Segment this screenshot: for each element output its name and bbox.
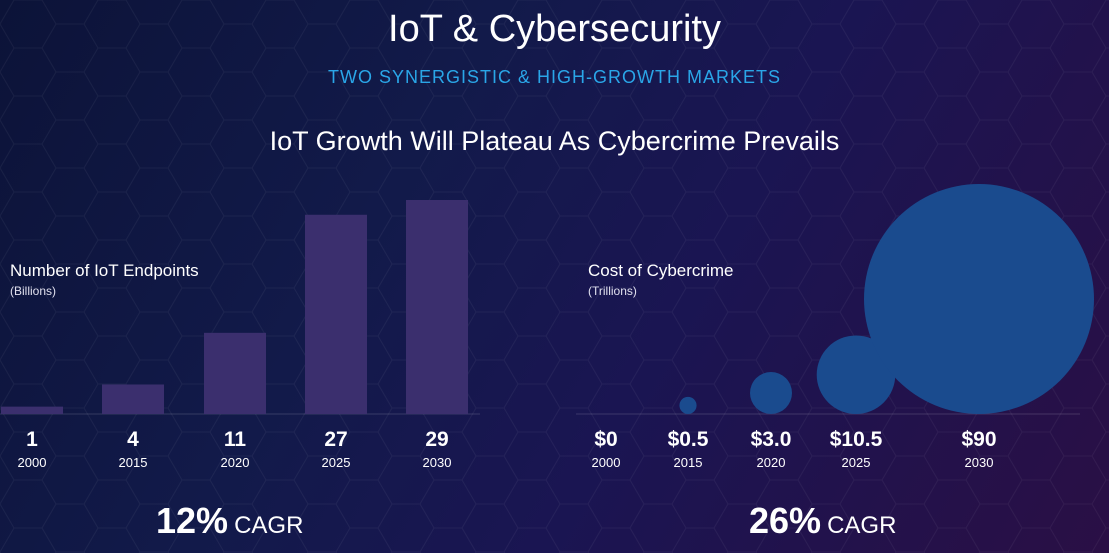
cyber-value-label: $0.5 [668,428,709,451]
cyber-year-label: 2030 [965,455,994,470]
cyber-value-label: $0 [594,428,617,451]
cyber-bubble-2025 [816,335,896,415]
iot-bar-2030 [406,200,468,414]
iot-bar-2015 [102,384,164,414]
cyber-chart-unit: (Trillions) [588,284,637,298]
iot-value-label: 1 [26,428,38,451]
iot-year-label: 2025 [322,455,351,470]
iot-chart-title: Number of IoT Endpoints [10,261,199,280]
cyber-chart-title: Cost of Cybercrime [588,261,734,280]
iot-bar-2020 [204,332,266,414]
page-subtitle: TWO SYNERGISTIC & HIGH-GROWTH MARKETS [327,67,781,87]
cyber-year-label: 2015 [674,455,703,470]
iot-year-label: 2030 [423,455,452,470]
iot-year-label: 2020 [221,455,250,470]
cyber-year-label: 2020 [757,455,786,470]
iot-year-label: 2015 [119,455,148,470]
cyber-bubble-2020 [750,372,792,414]
iot-bar-2025 [305,214,367,414]
iot-cagr-label: CAGR [234,512,304,539]
iot-value-label: 11 [224,428,247,451]
cyber-year-label: 2025 [842,455,871,470]
cyber-cagr-label: CAGR [827,512,897,539]
cyber-bubble-2015 [679,396,697,414]
cyber-cagr: 26% CAGR [749,500,896,542]
iot-value-label: 29 [425,428,448,451]
section-title: IoT Growth Will Plateau As Cybercrime Pr… [269,126,840,156]
page-title: IoT & Cybersecurity [388,8,721,50]
iot-year-label: 2000 [18,455,47,470]
cyber-value-label: $90 [961,428,996,451]
cyber-year-label: 2000 [592,455,621,470]
iot-chart-unit: (Billions) [10,284,57,298]
cyber-bubble-2030 [864,184,1094,414]
iot-value-label: 27 [324,428,347,451]
iot-cagr: 12% CAGR [156,500,303,542]
cyber-cagr-value: 26% [749,500,822,541]
iot-bar-2000 [1,406,63,414]
cyber-value-label: $10.5 [830,428,883,451]
cyber-value-label: $3.0 [751,428,792,451]
iot-value-label: 4 [127,428,139,451]
iot-cagr-value: 12% [156,500,229,541]
